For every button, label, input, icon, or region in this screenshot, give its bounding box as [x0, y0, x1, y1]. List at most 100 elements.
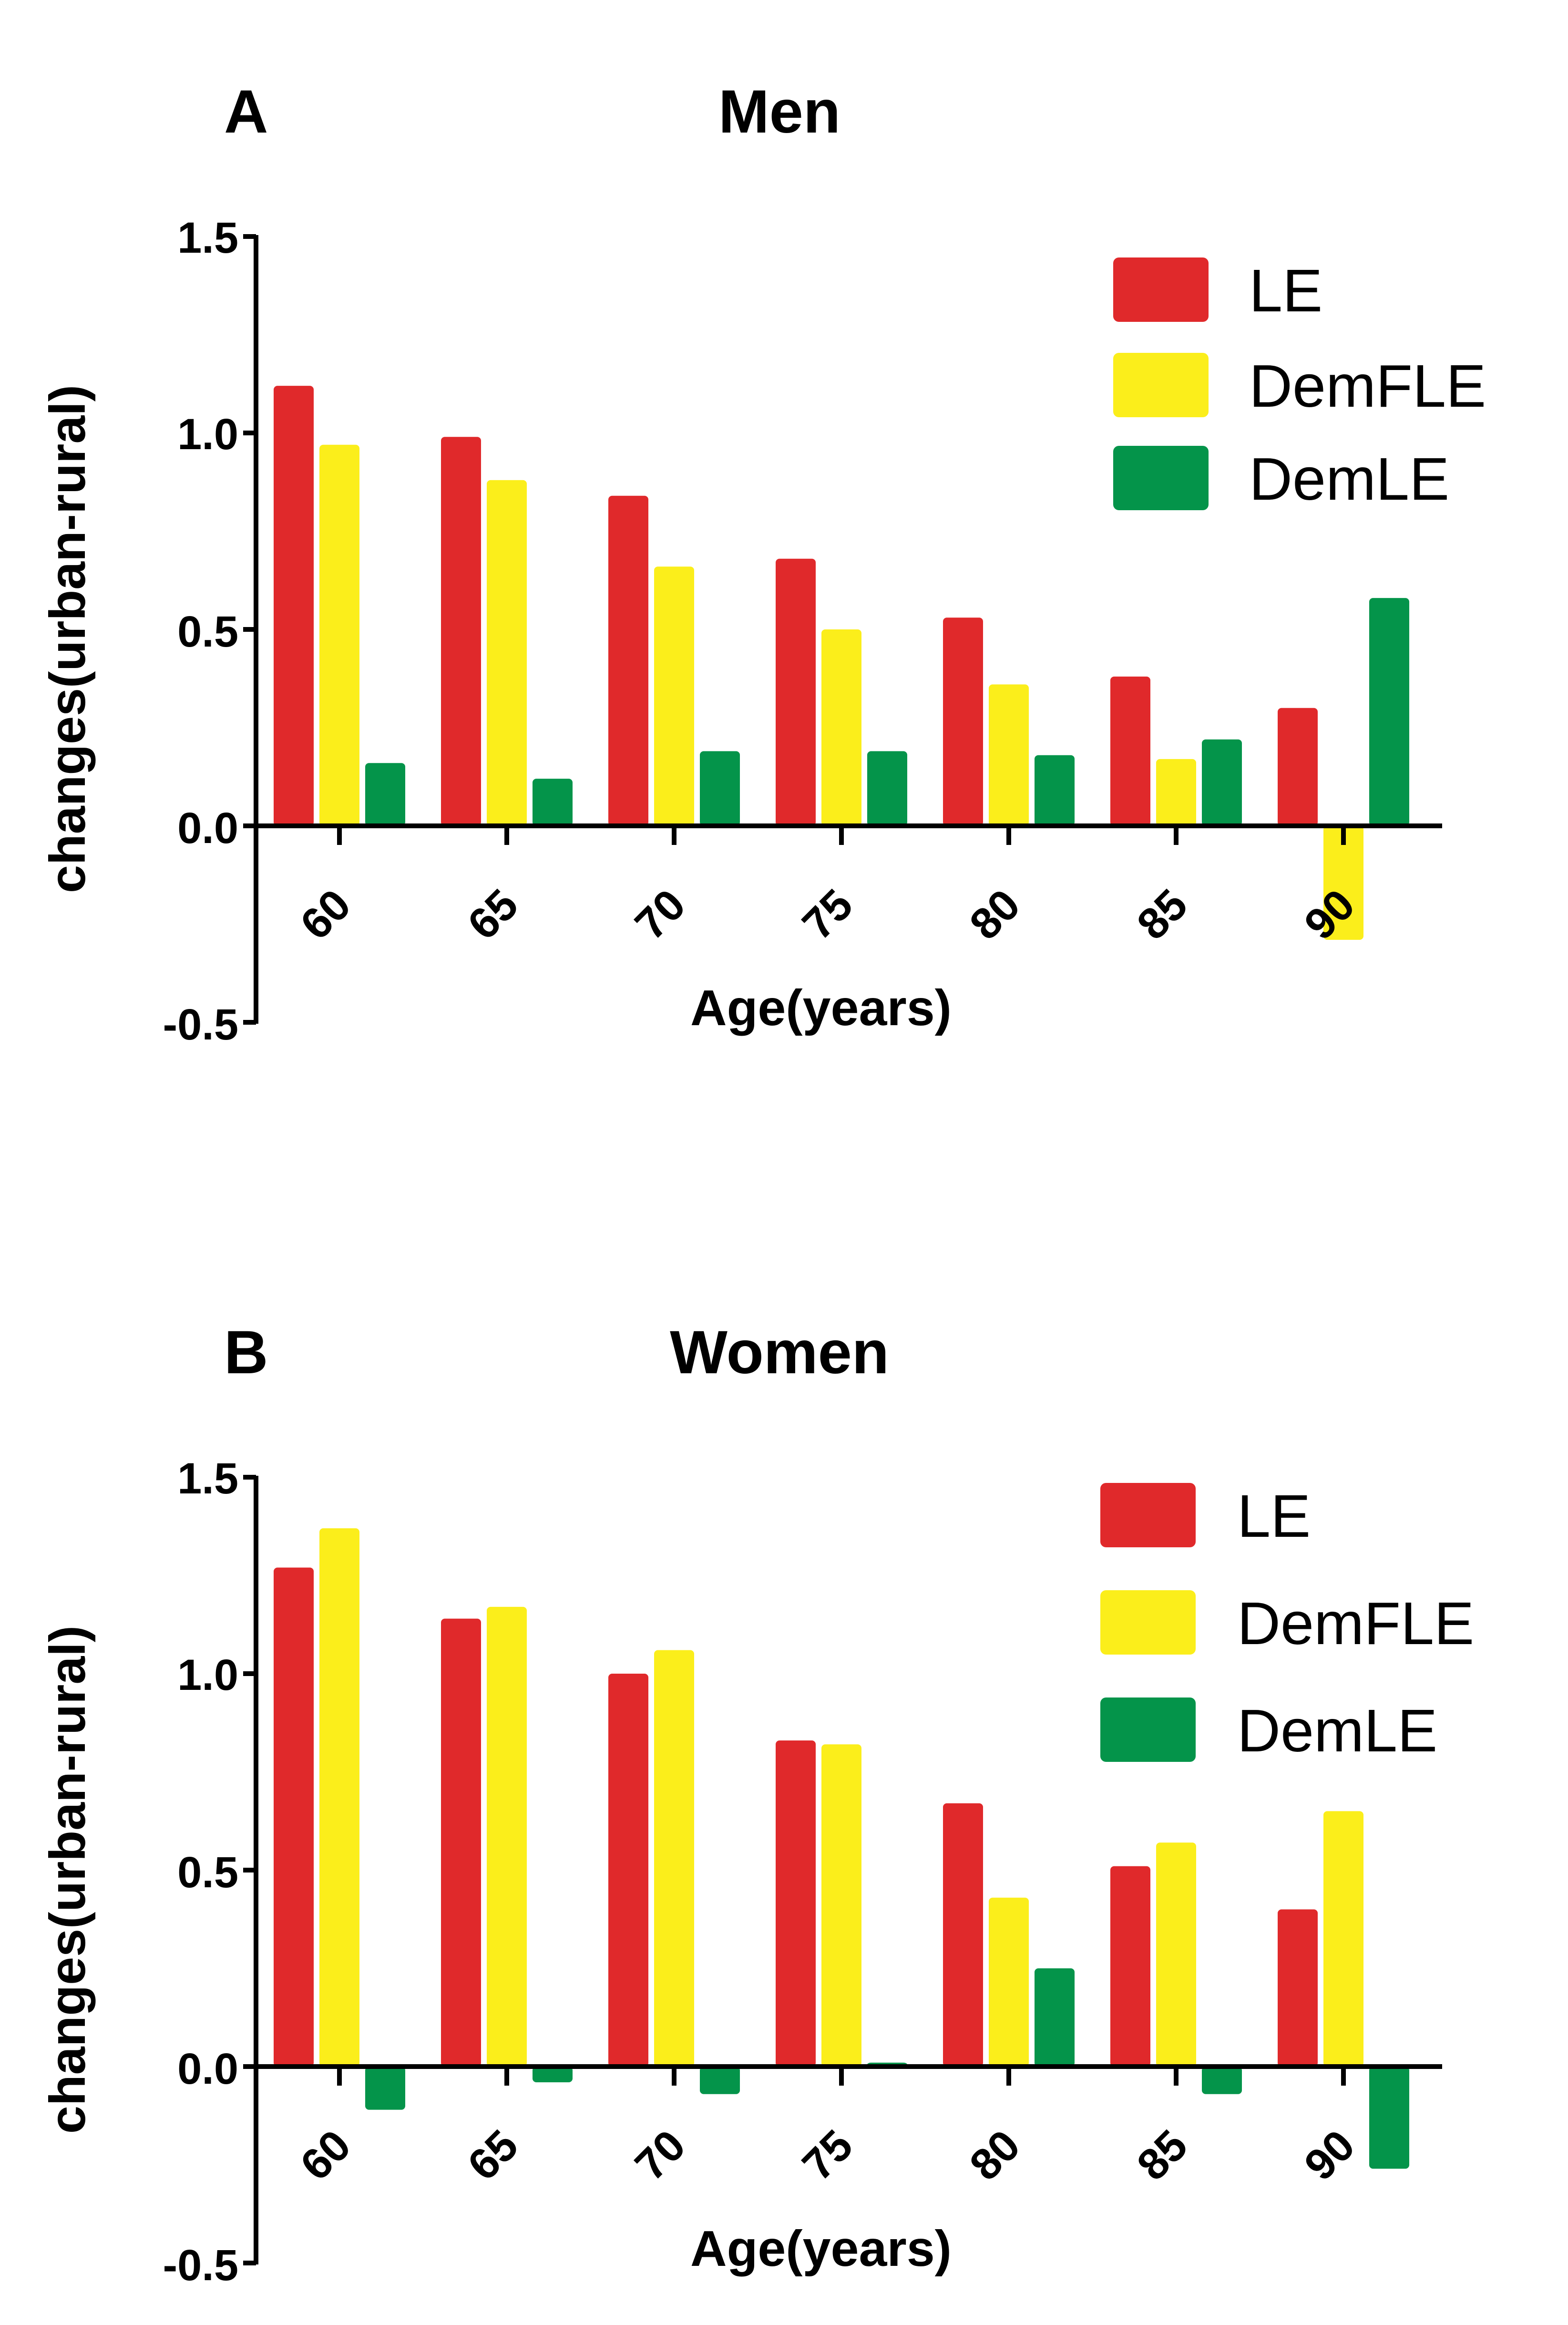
bar-le-85: [1110, 1866, 1150, 2067]
panel-letter: A: [224, 78, 268, 146]
x-tick-label: 70: [626, 880, 695, 949]
bar-demfle-60: [319, 1528, 359, 2067]
x-tick-labels: 60 65 70 75 80 85 90: [291, 880, 1364, 949]
y-tick-label: 1.0: [177, 1651, 238, 1699]
bars: [274, 386, 1409, 940]
bar-demfle-75: [821, 629, 861, 826]
x-axis-label: Age(years): [690, 2221, 952, 2277]
x-tick-label: 90: [1295, 2121, 1364, 2190]
x-tick-label: 75: [793, 880, 862, 949]
bar-le-70: [608, 495, 648, 826]
legend-swatch-demfle: [1100, 1590, 1196, 1655]
y-ticks: 1.5 1.0 0.5 0.0 -0.5: [163, 1454, 238, 2290]
bar-le-70: [608, 1674, 648, 2067]
legend-swatch-demle: [1100, 1697, 1196, 1762]
bar-demfle-60: [319, 444, 359, 826]
bar-le-75: [776, 1740, 816, 2067]
y-axis-label-wrap: changes(urban-rural): [40, 385, 96, 893]
bar-le-60: [274, 386, 314, 826]
legend-label: DemLE: [1249, 445, 1449, 513]
x-tick-label: 85: [1128, 2121, 1197, 2190]
bar-demfle-70: [654, 566, 694, 826]
y-axis-label: changes(urban-rural): [40, 1625, 96, 2134]
y-axis-label-wrap: changes(urban-rural): [40, 1625, 96, 2134]
panel-b-women: B Women changes(urban-rural) 1.5 1.0 0.5…: [40, 1318, 1474, 2290]
bar-demfle-80: [989, 1897, 1029, 2067]
bar-demfle-65: [487, 480, 527, 826]
bar-le-65: [441, 1618, 481, 2067]
bar-le-90: [1278, 1909, 1318, 2067]
y-tick-label: 0.5: [177, 607, 238, 656]
y-axis-ticks: [243, 234, 256, 1025]
bar-demle-60: [365, 2067, 405, 2110]
bar-demle-90: [1369, 598, 1409, 826]
bar-demle-90: [1369, 2067, 1409, 2169]
legend-swatch-le: [1100, 1483, 1196, 1547]
chart-title: Women: [670, 1318, 889, 1387]
x-axis-ticks: [337, 2067, 1346, 2086]
y-tick-label: 1.5: [177, 1454, 238, 1503]
bar-le-60: [274, 1567, 314, 2067]
panel-a-men: A Men changes(urban-rural) 1.5 1.0 0.5 0…: [40, 78, 1486, 1049]
bar-demle-85: [1202, 2067, 1242, 2094]
bar-demle-80: [1035, 755, 1075, 826]
y-axis-ticks: [243, 1475, 256, 2265]
legend-label: LE: [1249, 257, 1322, 324]
bar-demfle-85: [1156, 1842, 1196, 2067]
panel-letter: B: [224, 1318, 268, 1387]
x-tick-labels: 60 65 70 75 80 85 90: [291, 2121, 1364, 2190]
bar-le-90: [1278, 708, 1318, 826]
y-tick-label: 1.5: [177, 214, 238, 262]
bar-le-80: [943, 617, 983, 826]
y-tick-label: -0.5: [163, 1000, 238, 1049]
legend-swatch-demle: [1113, 446, 1209, 510]
bar-demle-65: [533, 779, 573, 826]
y-axis-label: changes(urban-rural): [40, 385, 96, 893]
bar-demfle-80: [989, 684, 1029, 826]
y-tick-label: -0.5: [163, 2241, 238, 2290]
bar-le-65: [441, 437, 481, 826]
bar-demle-65: [533, 2067, 573, 2082]
legend-label: DemFLE: [1237, 1590, 1474, 1657]
bars: [274, 1528, 1409, 2169]
bar-demfle-65: [487, 1606, 527, 2067]
bar-le-80: [943, 1803, 983, 2067]
legend-label: DemFLE: [1249, 352, 1486, 420]
bar-demle-70: [700, 2067, 740, 2094]
x-axis-ticks: [337, 826, 1346, 845]
x-tick-label: 60: [291, 2121, 360, 2190]
y-tick-label: 0.5: [177, 1848, 238, 1897]
bar-demfle-75: [821, 1744, 861, 2067]
y-ticks: 1.5 1.0 0.5 0.0 -0.5: [163, 214, 238, 1049]
x-tick-label: 65: [459, 880, 527, 949]
bar-le-75: [776, 558, 816, 826]
bar-demle-70: [700, 751, 740, 826]
legend-label: LE: [1237, 1482, 1311, 1550]
legend-swatch-demfle: [1113, 353, 1209, 417]
bar-demfle-90: [1323, 826, 1363, 940]
bar-demle-80: [1035, 1968, 1075, 2067]
y-tick-label: 0.0: [177, 2045, 238, 2093]
x-tick-label: 60: [291, 880, 360, 949]
x-axis-label: Age(years): [690, 980, 952, 1036]
bar-demfle-85: [1156, 759, 1196, 826]
chart-title: Men: [718, 78, 840, 146]
x-tick-label: 65: [459, 2121, 527, 2190]
x-tick-label: 75: [793, 2121, 862, 2190]
x-tick-label: 80: [961, 2121, 1029, 2190]
legend-label: DemLE: [1237, 1697, 1437, 1764]
bar-demle-75: [867, 751, 907, 826]
x-tick-label: 70: [626, 2121, 695, 2190]
y-tick-label: 0.0: [177, 804, 238, 853]
bar-demfle-90: [1323, 1811, 1363, 2067]
legend-swatch-le: [1113, 257, 1209, 322]
y-tick-label: 1.0: [177, 410, 238, 459]
x-tick-label: 80: [961, 880, 1029, 949]
bar-demle-60: [365, 763, 405, 826]
bar-demfle-70: [654, 1650, 694, 2067]
bar-demle-85: [1202, 739, 1242, 826]
legend: LE DemFLE DemLE: [1113, 257, 1486, 513]
x-tick-label: 85: [1128, 880, 1197, 949]
legend: LE DemFLE DemLE: [1100, 1482, 1474, 1764]
